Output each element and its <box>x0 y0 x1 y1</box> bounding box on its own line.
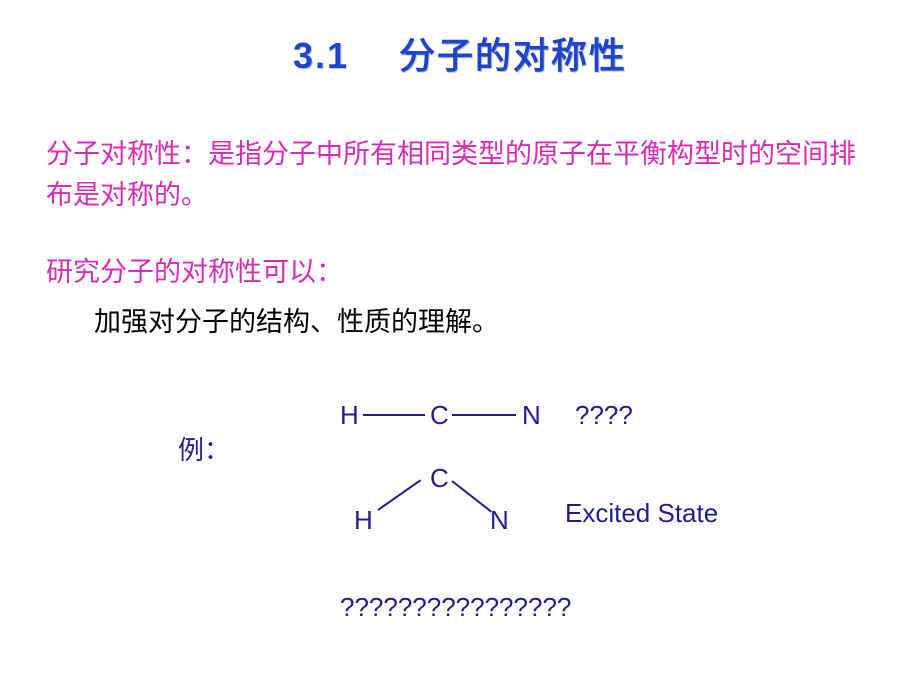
mol2-atom-n: N <box>490 505 509 536</box>
mol1-bond-hc <box>363 414 425 416</box>
mol2-bond-hc <box>377 479 421 510</box>
mol1-atom-h: H <box>340 400 359 431</box>
subheading: 研究分子的对称性可以： <box>46 250 343 289</box>
mol2-atom-c: C <box>430 463 449 494</box>
example-label: 例： <box>178 430 230 467</box>
mol2-atom-h: H <box>354 505 373 536</box>
mol1-bond-cn <box>452 414 516 416</box>
definition-label: 分子对称性： <box>46 139 208 169</box>
footer-question-marks: ???????????????? <box>340 592 571 623</box>
slide-title: 3.1 分子的对称性 <box>0 27 920 79</box>
mol1-atom-n: N <box>522 400 541 431</box>
mol1-atom-c: C <box>430 400 449 431</box>
mol1-question-marks: ???? <box>575 400 633 431</box>
excited-state-label: Excited State <box>565 498 718 529</box>
body-text: 加强对分子的结构、性质的理解。 <box>94 300 499 339</box>
mol2-bond-cn <box>451 480 492 512</box>
definition-block: 分子对称性：是指分子中所有相同类型的原子在平衡构型时的空间排布是对称的。 <box>46 134 866 215</box>
